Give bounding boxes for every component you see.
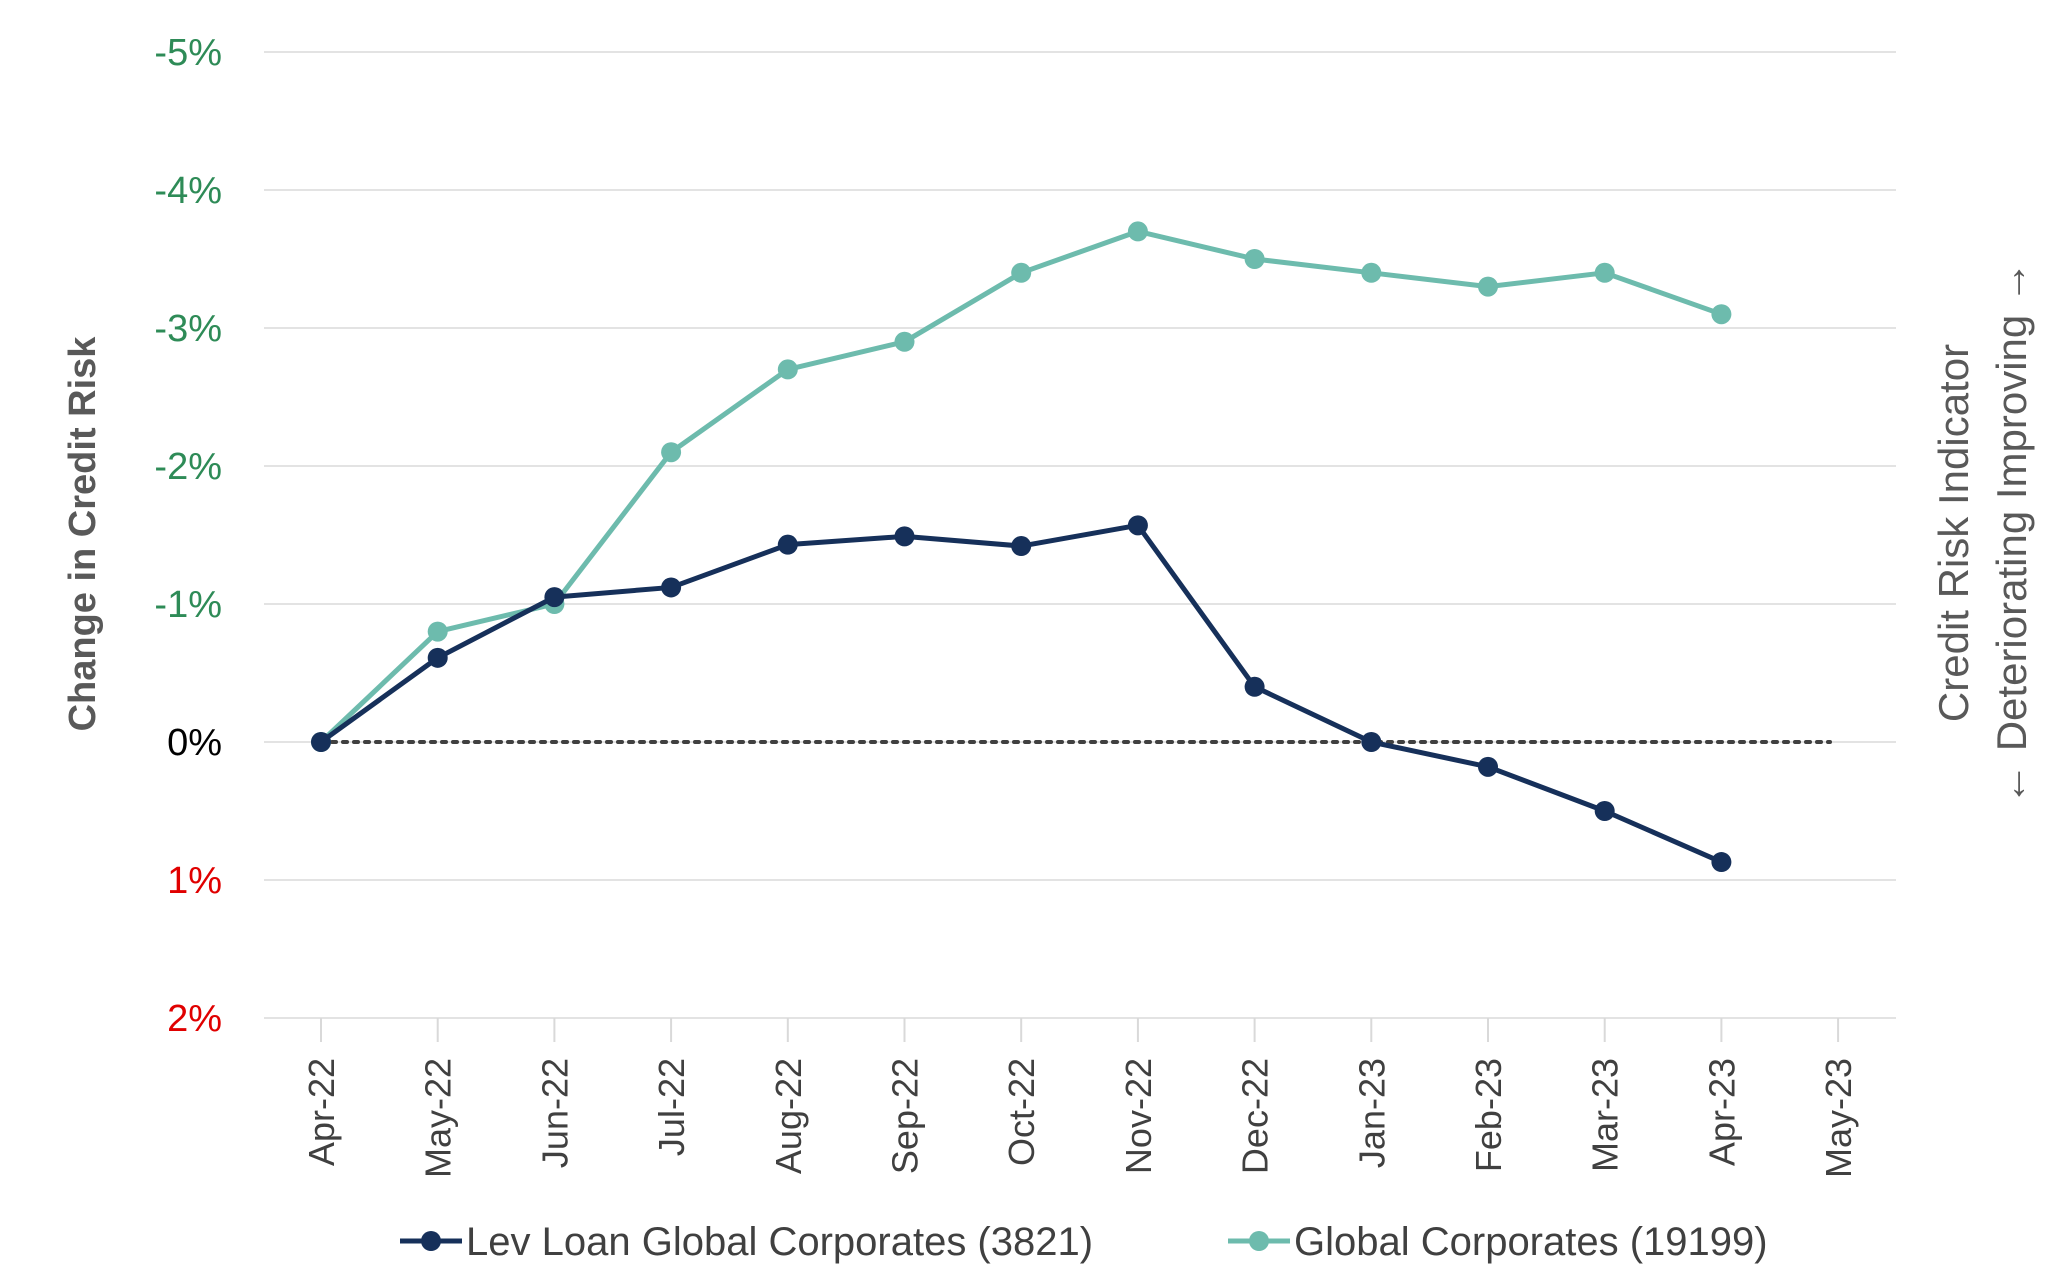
data-point: [1127, 515, 1148, 536]
x-tick-label: Aug-22: [768, 1058, 809, 1174]
y-tick-label: -4%: [154, 170, 222, 212]
data-point: [311, 732, 331, 752]
series-0: [311, 515, 1732, 873]
legend-marker: [1249, 1231, 1269, 1251]
data-point: [544, 587, 565, 608]
y-tick-label: -2%: [154, 446, 222, 488]
data-point: [1011, 536, 1032, 557]
series-line: [319, 522, 1723, 865]
legend: Lev Loan Global Corporates (3821) Global …: [400, 1220, 1768, 1264]
data-point: [777, 359, 798, 380]
y-tick-label: 0%: [167, 722, 222, 764]
x-tick-label: Jan-23: [1351, 1058, 1392, 1168]
x-tick-label: Sep-22: [885, 1058, 926, 1174]
x-tick-label: Jun-22: [534, 1058, 575, 1168]
legend-label: Global Corporates (19199): [1294, 1220, 1768, 1264]
x-tick-label: Jul-22: [651, 1058, 692, 1156]
series-1: [311, 221, 1732, 752]
x-tick-label: Oct-22: [1001, 1058, 1042, 1166]
data-point: [427, 621, 448, 642]
y-axis-ticks: -5% -4% -3% -2% -1% 0% 1% 2%: [154, 32, 222, 1040]
data-point: [1711, 852, 1732, 873]
data-point: [1127, 221, 1148, 242]
legend-item: Global Corporates (19199): [1228, 1220, 1768, 1264]
data-point: [1711, 304, 1732, 325]
data-point: [661, 577, 682, 598]
y-tick-label: 1%: [167, 860, 222, 902]
data-point: [1361, 732, 1382, 752]
x-tick-label: Nov-22: [1118, 1058, 1159, 1174]
y-axis-label: Change in Credit Risk: [62, 336, 104, 732]
right-axis-label: Credit Risk Indicator ← Deteriorating Im…: [1930, 261, 2035, 805]
legend-marker: [421, 1231, 441, 1251]
data-point: [894, 526, 915, 547]
data-point: [1594, 801, 1615, 821]
data-point: [1244, 249, 1265, 269]
x-tick-label: Apr-22: [301, 1058, 342, 1166]
legend-item: Lev Loan Global Corporates (3821): [400, 1220, 1093, 1264]
data-point: [1478, 756, 1498, 777]
data-point: [1361, 262, 1382, 283]
x-axis: Apr-22 May-22 Jun-22 Jul-22 Aug-22 Sep-22 Oct-…: [301, 1018, 1859, 1178]
right-axis-label-line2: ← Deteriorating Improving →: [1988, 261, 2035, 805]
x-tick-label: Dec-22: [1235, 1058, 1276, 1174]
data-point: [777, 534, 798, 555]
y-tick-label: -1%: [154, 584, 222, 626]
y-tick-label: -5%: [154, 32, 222, 74]
data-point: [1478, 276, 1498, 297]
data-point: [1594, 262, 1615, 283]
data-point: [427, 647, 448, 668]
y-tick-label: 2%: [167, 998, 222, 1040]
x-tick-label: Mar-23: [1585, 1058, 1626, 1172]
data-point: [1011, 262, 1032, 283]
x-tick-label: Feb-23: [1468, 1058, 1509, 1172]
x-tick-label: May-23: [1818, 1058, 1859, 1178]
data-point: [894, 331, 915, 352]
x-tick-label: Apr-23: [1701, 1058, 1742, 1166]
data-point: [661, 442, 682, 463]
legend-label: Lev Loan Global Corporates (3821): [466, 1220, 1093, 1264]
x-tick-label: May-22: [418, 1058, 459, 1178]
series-lines: [311, 221, 1732, 873]
data-point: [1244, 676, 1265, 697]
y-tick-label: -3%: [154, 308, 222, 350]
right-axis-label-line1: Credit Risk Indicator: [1930, 344, 1977, 722]
series-line: [319, 228, 1723, 744]
